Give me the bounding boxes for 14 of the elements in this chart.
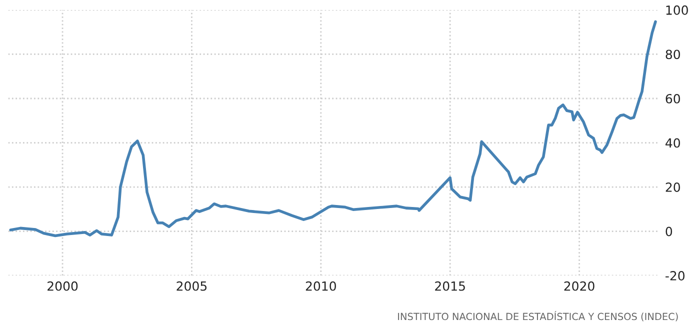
x-tick-label: 2000 bbox=[48, 281, 78, 291]
y-tick-label: -20 bbox=[666, 271, 685, 280]
x-tick-label: 2010 bbox=[306, 281, 336, 291]
y-tick-label: 40 bbox=[666, 138, 680, 148]
y-tick-label: 80 bbox=[666, 50, 680, 60]
line-series bbox=[9, 20, 657, 238]
x-tick-label: 2020 bbox=[564, 281, 594, 291]
text: INSTITUTO NACIONAL DE ESTADÍSTICA Y CENSOS (INDEC) bbox=[398, 311, 678, 322]
y-tick-label: 100 bbox=[666, 5, 688, 15]
x-tick-label: 2005 bbox=[176, 281, 207, 291]
y-tick-label: 20 bbox=[666, 182, 680, 192]
y-tick-label: 60 bbox=[666, 94, 680, 104]
y-tick-label: 0 bbox=[666, 226, 672, 236]
x-tick-label: 2015 bbox=[435, 281, 465, 291]
